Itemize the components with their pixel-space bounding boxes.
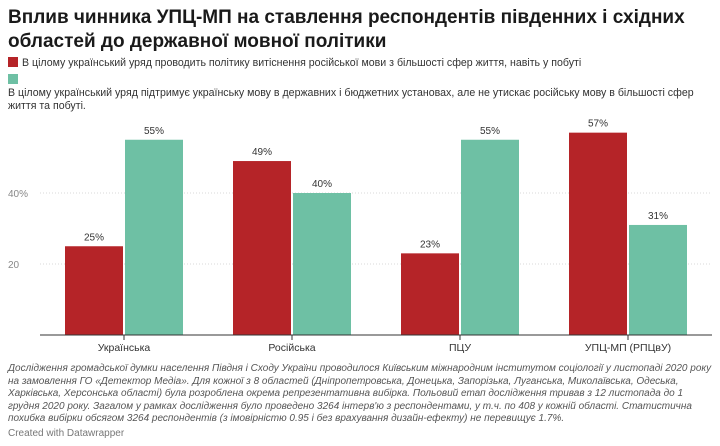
data-label: 55% [480, 126, 500, 137]
legend-swatch-series-2 [8, 74, 18, 84]
bar [233, 161, 291, 335]
y-tick-label: 20 [8, 260, 20, 271]
data-label: 23% [420, 239, 440, 250]
bar [293, 193, 351, 335]
data-label: 40% [312, 179, 332, 190]
credit: Created with Datawrapper [8, 428, 125, 439]
y-tick-label: 40% [8, 189, 28, 200]
bar [569, 132, 627, 335]
legend-item-series-1: В цілому український уряд проводить полі… [8, 57, 714, 70]
chart-title: Вплив чинника УПЦ-МП на ставлення респон… [8, 7, 685, 52]
data-label: 49% [252, 147, 272, 158]
data-label: 31% [648, 211, 668, 222]
legend-label-series-2: В цілому український уряд підтримує укра… [8, 87, 694, 112]
x-tick-label: УПЦ-МП (РПЦвУ) [585, 342, 671, 354]
bar [461, 139, 519, 335]
bar [629, 224, 687, 335]
chart-svg: 20 40% 25% 55% Українська 49% 40% Російська 23% 5… [8, 119, 712, 354]
data-label: 55% [144, 126, 164, 137]
x-tick-label: ПЦУ [449, 342, 471, 354]
footnote: Дослідження громадської думки населення … [8, 363, 712, 424]
x-tick-label: Українська [98, 342, 151, 354]
x-tick-label: Російська [268, 342, 315, 354]
data-label: 25% [84, 232, 104, 243]
legend: В цілому український уряд проводить полі… [8, 57, 714, 117]
bar [65, 246, 123, 335]
bar [401, 253, 459, 335]
data-label: 57% [588, 119, 608, 130]
bar-chart: 20 40% 25% 55% Українська 49% 40% Російська 23% 5… [0, 118, 720, 356]
legend-label-series-1: В цілому український уряд проводить полі… [22, 57, 582, 69]
legend-item-series-2: В цілому український уряд підтримує укра… [8, 74, 714, 113]
legend-swatch-series-1 [8, 57, 18, 67]
bar [125, 139, 183, 335]
